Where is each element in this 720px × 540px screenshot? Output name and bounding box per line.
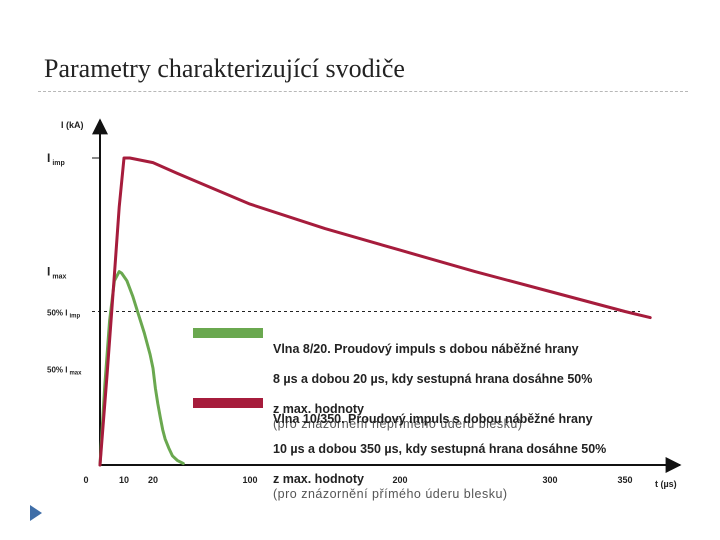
title-divider <box>38 91 688 92</box>
legend-8-20-note: (pro znázornění nepřímého úderu blesku) <box>273 417 523 431</box>
x-tick-label: 20 <box>148 475 158 485</box>
x-tick-label: 100 <box>242 475 257 485</box>
x-tick-label: 200 <box>392 475 407 485</box>
x-tick-label: 0 <box>83 475 88 485</box>
x-tick-label: 10 <box>119 475 129 485</box>
legend-item-8-20: Vlna 8/20. Proudový impuls s dobou náběž… <box>273 327 633 432</box>
legend-10-350-line-2: 10 µs a dobou 350 µs, kdy sestupná hrana… <box>273 442 607 456</box>
legend-8-20-line-1: Vlna 8/20. Proudový impuls s dobou náběž… <box>273 342 579 356</box>
x-tick-label: 300 <box>542 475 557 485</box>
y-axis-title: I (kA) <box>61 120 84 130</box>
legend-8-20-line-3: z max. hodnoty <box>273 402 364 416</box>
series-line-8-20 <box>98 270 185 467</box>
legend-swatch-10-350 <box>193 398 263 408</box>
series-line-10-350 <box>98 156 652 467</box>
x-axis-title: t (µs) <box>655 479 677 489</box>
slide-title: Parametry charakterizující svodiče <box>44 54 405 83</box>
bullet-arrow-icon <box>30 505 42 521</box>
legend-8-20-line-2: 8 µs a dobou 20 µs, kdy sestupná hrana d… <box>273 372 593 386</box>
legend-swatch-8-20 <box>193 328 263 338</box>
legend-10-350-note: (pro znázornění přímého úderu blesku) <box>273 487 508 501</box>
legend-10-350-line-1: Vlna 10/350. Proudový impuls s dobou náb… <box>273 412 593 426</box>
legend-item-10-350: Vlna 10/350. Proudový impuls s dobou náb… <box>273 397 633 502</box>
legend-10-350-line-3: z max. hodnoty <box>273 472 364 486</box>
x-tick-label: 350 <box>617 475 632 485</box>
